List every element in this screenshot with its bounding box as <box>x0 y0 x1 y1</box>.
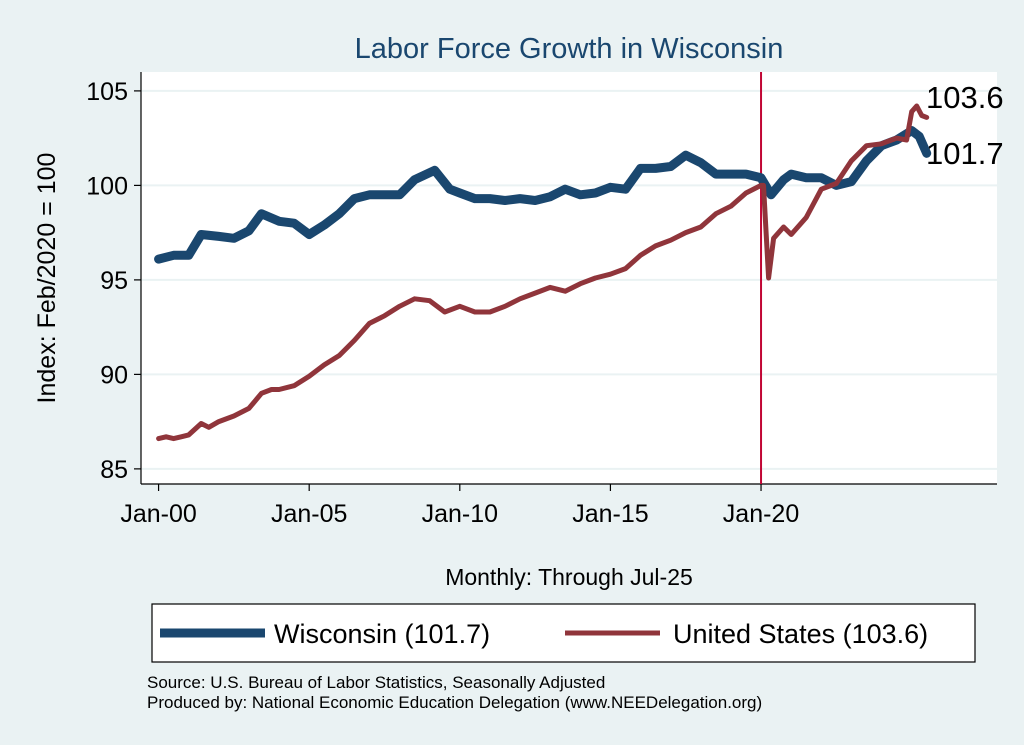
x-tick-label: Jan-05 <box>271 500 347 528</box>
plot-area <box>141 72 997 484</box>
gridlines <box>141 89 997 470</box>
legend-label-wisconsin: Wisconsin (101.7) <box>274 619 490 649</box>
legend-label-united-states: United States (103.6) <box>673 619 928 649</box>
end-label-united-states: 103.6 <box>926 80 1004 115</box>
x-tick-label: Jan-10 <box>422 500 498 528</box>
x-axis: Jan-00 Jan-05 Jan-10 Jan-15 Jan-20 <box>120 483 997 528</box>
x-tick-label: Jan-20 <box>723 500 799 528</box>
y-axis-label: Index: Feb/2020 = 100 <box>33 153 61 404</box>
y-tick-label: 85 <box>100 456 128 484</box>
series-line-wisconsin <box>154 126 932 264</box>
y-tick-label: 95 <box>100 267 128 295</box>
source-note: Source: U.S. Bureau of Labor Statistics,… <box>147 673 605 692</box>
series-lines <box>154 103 932 442</box>
y-tick-label: 90 <box>100 361 128 389</box>
x-tick-label: Jan-15 <box>572 500 648 528</box>
legend-box <box>151 603 976 663</box>
y-axis: 85 90 95 100 105 <box>86 72 142 484</box>
series-line-united-states <box>156 103 930 442</box>
y-tick-label: 105 <box>86 78 128 106</box>
end-label-wisconsin: 101.7 <box>926 136 1004 171</box>
legend: Wisconsin (101.7) United States (103.6) <box>151 603 976 663</box>
x-axis-label: Monthly: Through Jul-25 <box>445 564 693 590</box>
y-tick-label: 100 <box>86 172 128 200</box>
produced-by-note: Produced by: National Economic Education… <box>147 693 762 712</box>
x-tick-label: Jan-00 <box>120 500 196 528</box>
chart-title: Labor Force Growth in Wisconsin <box>355 33 784 65</box>
